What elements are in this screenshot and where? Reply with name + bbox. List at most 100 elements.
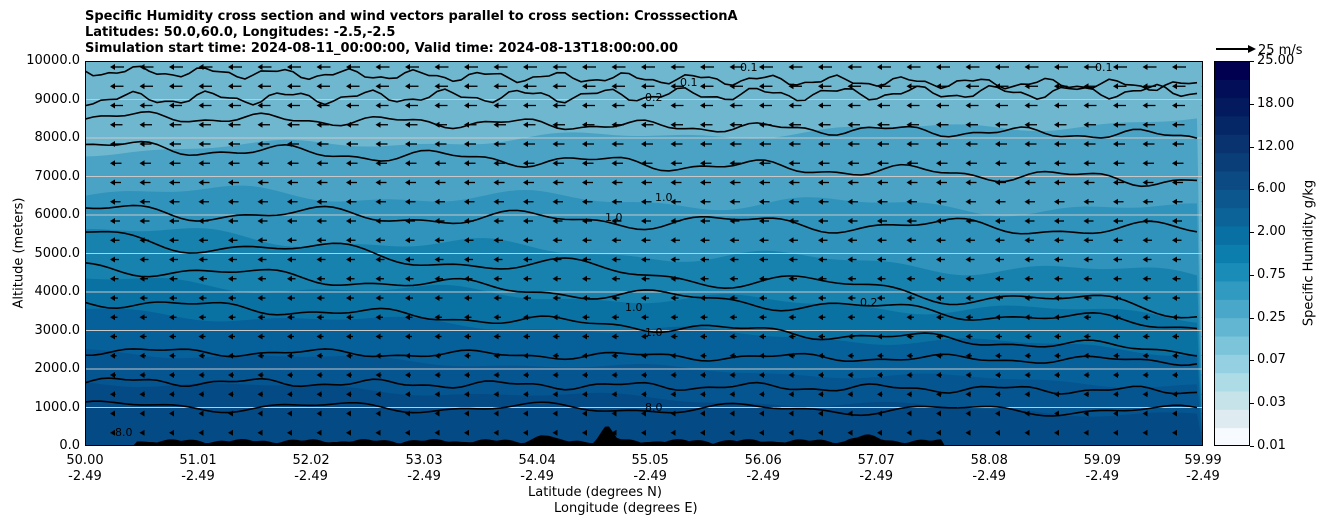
- wind-arrow: [759, 372, 765, 378]
- wind-arrow: [670, 352, 677, 359]
- wind-arrow: [906, 256, 916, 263]
- wind-arrow: [316, 121, 329, 128]
- wind-arrow: [1142, 179, 1154, 186]
- wind-arrow: [139, 391, 145, 398]
- wind-arrow: [847, 256, 857, 263]
- wind-arrow: [1113, 429, 1118, 436]
- wind-arrow: [700, 352, 707, 359]
- wind-arrow: [405, 198, 416, 205]
- wind-arrow: [287, 218, 297, 224]
- wind-arrow: [316, 218, 327, 224]
- contour-label: 8.0: [645, 401, 663, 414]
- wind-arrow: [493, 160, 505, 167]
- wind-arrow: [287, 429, 292, 436]
- wind-arrow: [169, 160, 181, 167]
- wind-arrow: [1172, 64, 1186, 70]
- wind-arrow: [759, 314, 767, 321]
- wind-arrow: [434, 198, 445, 205]
- wind-arrow: [464, 160, 476, 167]
- wind-arrow: [936, 429, 941, 436]
- wind-arrow: [995, 141, 1007, 147]
- wind-arrow: [287, 102, 300, 109]
- wind-arrow: [847, 64, 862, 70]
- wind-arrow: [1113, 352, 1120, 359]
- wind-arrow: [434, 102, 448, 109]
- wind-arrow: [523, 64, 537, 70]
- wind-arrow: [1142, 391, 1148, 398]
- wind-arrow: [965, 218, 976, 224]
- wind-arrow: [582, 121, 595, 128]
- y-tick-label: 10000.0: [26, 53, 80, 68]
- wind-arrow: [847, 352, 854, 359]
- wind-arrow: [169, 198, 180, 205]
- wind-arrow: [434, 121, 447, 128]
- wind-arrow: [759, 83, 773, 90]
- wind-arrow: [198, 275, 207, 282]
- wind-arrow: [847, 102, 861, 109]
- wind-arrow: [847, 295, 856, 301]
- wind-arrow: [670, 121, 683, 128]
- wind-arrow: [906, 218, 917, 224]
- wind-arrow: [847, 237, 857, 244]
- wind-arrow: [877, 237, 887, 244]
- wind-arrow: [877, 64, 891, 70]
- y-tick-label: 6000.0: [34, 207, 81, 222]
- wind-arrow: [1083, 295, 1092, 301]
- wind-arrow: [198, 372, 205, 378]
- wind-arrow: [464, 352, 471, 359]
- colorbar-tick-label: 6.00: [1257, 181, 1286, 197]
- wind-arrow: [906, 314, 914, 321]
- wind-arrow: [582, 314, 590, 321]
- wind-arrow: [847, 160, 859, 167]
- cross-section-plot: 0.1 0.10.10.20.21.01.01.01.08.08.0: [85, 61, 1203, 446]
- wind-arrow: [1024, 198, 1035, 205]
- wind-arrow: [493, 295, 502, 301]
- wind-arrow: [287, 391, 293, 398]
- wind-arrow: [198, 237, 208, 244]
- wind-arrow: [936, 141, 948, 147]
- wind-arrow: [759, 391, 765, 398]
- wind-arrow: [936, 198, 947, 205]
- wind-arrow: [287, 141, 299, 147]
- wind-arrow: [552, 198, 563, 205]
- wind-arrow: [169, 256, 178, 263]
- wind-arrow: [877, 333, 884, 340]
- x-tick-label: 58.08 -2.49: [959, 453, 1019, 485]
- wind-arrow: [139, 141, 152, 147]
- wind-arrow: [729, 64, 744, 70]
- wind-arrow: [1172, 256, 1181, 263]
- wind-arrow: [110, 275, 119, 282]
- wind-arrow: [139, 410, 145, 417]
- wind-arrow: [228, 141, 240, 147]
- wind-arrow: [788, 391, 794, 398]
- wind-arrow: [257, 256, 267, 263]
- colorbar-swatch: [1214, 262, 1250, 282]
- wind-arrow: [1054, 64, 1068, 70]
- wind-arrow: [1172, 83, 1186, 90]
- wind-arrow: [464, 333, 471, 340]
- wind-arrow: [995, 237, 1005, 244]
- wind-arrow: [1113, 102, 1126, 109]
- wind-arrow: [257, 391, 263, 398]
- wind-arrow: [434, 160, 446, 167]
- colorbar-swatch: [1214, 317, 1250, 337]
- x-tick-label-lon: -2.49: [1085, 469, 1120, 484]
- wind-arrow: [405, 141, 417, 147]
- wind-arrow: [346, 333, 353, 340]
- wind-arrow: [375, 295, 384, 301]
- wind-arrow: [375, 410, 381, 417]
- wind-arrow: [1142, 372, 1149, 378]
- wind-arrow: [1024, 275, 1033, 282]
- wind-arrow: [1113, 333, 1120, 340]
- wind-arrow: [995, 333, 1002, 340]
- wind-arrow: [729, 160, 741, 167]
- wind-arrow: [936, 410, 941, 417]
- wind-arrow: [1142, 160, 1154, 167]
- wind-arrow: [759, 275, 768, 282]
- wind-arrow: [257, 83, 271, 90]
- wind-arrow: [995, 256, 1004, 263]
- colorbar-swatch: [1214, 354, 1250, 374]
- wind-arrow: [936, 352, 943, 359]
- wind-arrow: [1113, 295, 1121, 301]
- wind-arrow: [169, 141, 181, 147]
